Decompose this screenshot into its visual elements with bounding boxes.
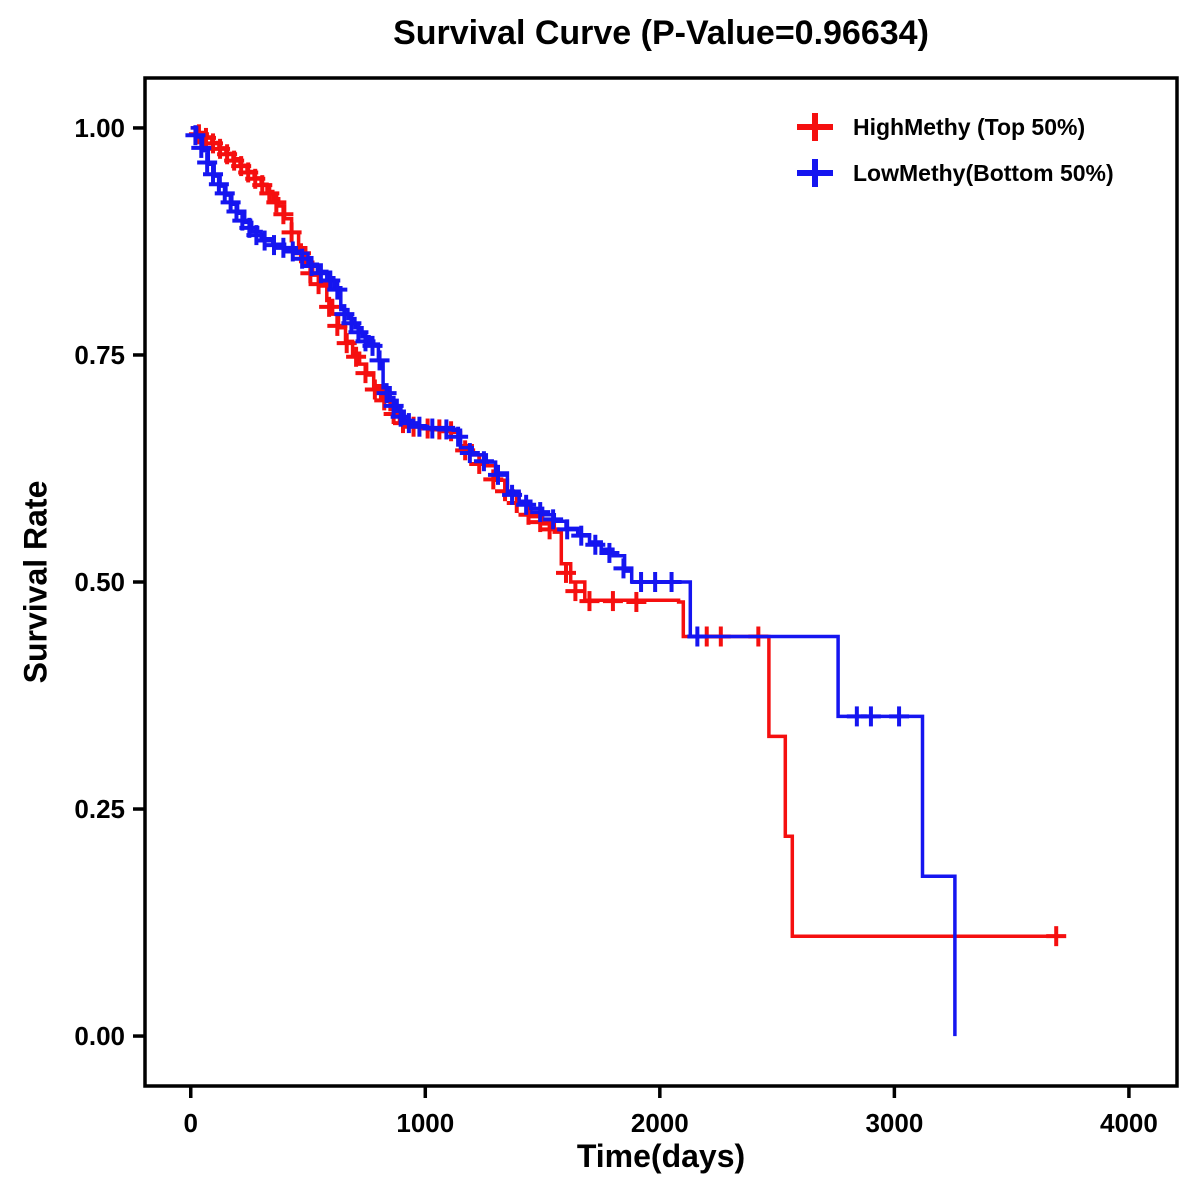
censor-marks-highmethy	[188, 124, 1067, 947]
lowmethy-cross-icon	[795, 158, 835, 188]
legend: HighMethy (Top 50%) LowMethy(Bottom 50%)	[795, 112, 1114, 188]
x-tick-label: 3000	[865, 1108, 923, 1138]
y-tick-label: 0.25	[74, 794, 125, 824]
legend-label-lowmethy: LowMethy(Bottom 50%)	[853, 159, 1114, 186]
y-tick-label: 0.50	[74, 567, 125, 597]
x-tick-label: 1000	[396, 1108, 454, 1138]
highmethy-cross-icon	[795, 112, 835, 142]
y-tick-label: 1.00	[74, 113, 125, 143]
x-tick-label: 2000	[631, 1108, 689, 1138]
x-axis-label: Time(days)	[576, 1138, 746, 1174]
legend-item-highmethy: HighMethy (Top 50%)	[795, 112, 1114, 142]
x-tick-label: 0	[184, 1108, 198, 1138]
legend-item-lowmethy: LowMethy(Bottom 50%)	[795, 158, 1114, 188]
chart-title: Survival Curve (P-Value=0.96634)	[393, 14, 929, 52]
x-tick-label: 4000	[1100, 1108, 1158, 1138]
censor-marks-lowmethy	[185, 125, 910, 727]
y-tick-label: 0.75	[74, 340, 125, 370]
curve-highmethy	[190, 126, 1059, 938]
y-tick-label: 0.00	[74, 1021, 125, 1051]
legend-label-highmethy: HighMethy (Top 50%)	[853, 113, 1086, 140]
